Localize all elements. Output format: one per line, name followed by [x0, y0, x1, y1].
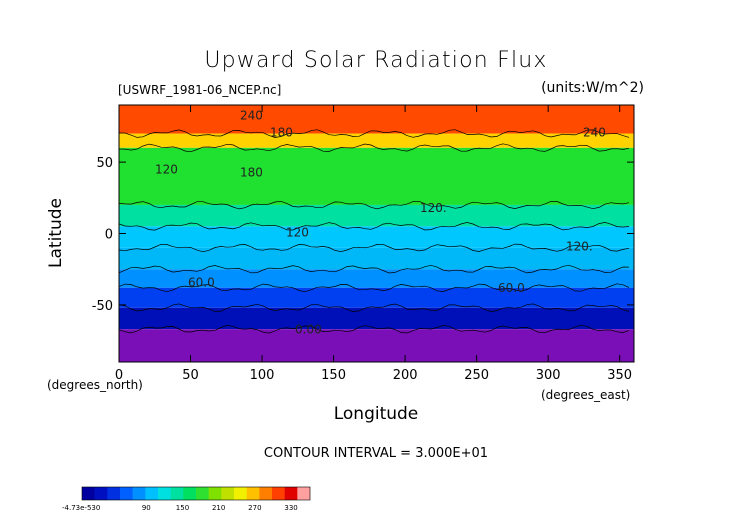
- colorbar-min-label: -4.73e-530: [62, 504, 100, 512]
- colorbar-swatch: [145, 487, 159, 500]
- x-tick-label: 50: [182, 368, 199, 383]
- colorbar-swatch: [158, 487, 171, 500]
- lat-band-4: [119, 226, 634, 248]
- colorbar-swatch: [284, 487, 298, 500]
- contour-label: 180: [240, 165, 263, 179]
- y-tick-label: 0: [105, 228, 113, 243]
- contour-label: 120: [286, 225, 309, 239]
- lat-band-3: [119, 204, 634, 227]
- contour-label: 120.: [566, 240, 593, 254]
- x-tick-label: 300: [536, 368, 561, 383]
- lat-band-7: [119, 287, 634, 308]
- lat-band-0: [119, 105, 634, 134]
- contour-line-9: [118, 324, 630, 334]
- contour-line-3: [118, 200, 630, 210]
- contour-interval-label: CONTOUR INTERVAL = 3.000E+01: [263, 446, 489, 461]
- contour-line-8: [118, 303, 630, 312]
- colorbar-swatch: [196, 487, 209, 500]
- contour-label: 0.00: [295, 322, 322, 336]
- colorbar-swatch: [297, 487, 311, 500]
- contour-label: 60.0: [498, 281, 525, 295]
- colorbar-swatch: [208, 487, 222, 500]
- contour-label: 120: [155, 163, 178, 177]
- file-name-label: [USWRF_1981-06_NCEP.nc]: [118, 83, 282, 97]
- colorbar-frame: [81, 486, 311, 501]
- colorbar-swatch: [82, 487, 95, 500]
- colorbar-tick-label: 90: [142, 504, 151, 512]
- contour-label: 180: [270, 125, 293, 139]
- x-tick-label: 100: [250, 368, 275, 383]
- colorbar-swatch: [170, 487, 184, 500]
- x-tick-label: 0: [115, 368, 123, 383]
- colorbar-swatch: [272, 487, 285, 500]
- lat-band-8: [119, 307, 634, 330]
- x-tick-label: 350: [607, 368, 632, 383]
- colorbar-tick-label: 330: [284, 504, 297, 512]
- contour-line-2: [118, 143, 630, 153]
- units-label: (units:W/m^2): [541, 80, 644, 96]
- contour-label: 120.: [420, 201, 447, 215]
- colorbar-swatch: [132, 487, 146, 500]
- colorbar-swatch: [94, 487, 108, 500]
- contour-label: 240: [583, 125, 606, 139]
- y-tick-label: -50: [92, 299, 113, 314]
- lat-band-9: [119, 329, 634, 362]
- lat-band-2: [119, 147, 634, 205]
- lat-band-5: [119, 247, 634, 270]
- colorbar-swatch: [221, 487, 235, 500]
- chart-title: Upward Solar Radiation Flux: [204, 48, 548, 73]
- colorbar-swatch: [234, 487, 247, 500]
- colorbar-swatch: [183, 487, 197, 500]
- x-axis-label: Longitude: [333, 404, 419, 424]
- colorbar-swatch: [107, 487, 121, 500]
- x-tick-label: 150: [321, 368, 346, 383]
- colorbar-swatch: [259, 487, 273, 500]
- y-tick-label: 50: [96, 156, 113, 171]
- contour-line-6: [118, 264, 630, 274]
- colorbar-tick-label: 210: [212, 504, 225, 512]
- x-unit-right-label: (degrees_east): [541, 388, 631, 402]
- contour-line-7: [118, 283, 630, 293]
- colorbar-tick-label: 270: [248, 504, 261, 512]
- x-tick-label: 200: [393, 368, 418, 383]
- contour-label: 60.0: [188, 275, 215, 289]
- contour-label: 240: [240, 108, 263, 122]
- colorbar-tick-label: 150: [176, 504, 189, 512]
- x-unit-left-label: (degrees_north): [47, 378, 143, 392]
- x-tick-label: 250: [464, 368, 489, 383]
- colorbar-swatch: [246, 487, 260, 500]
- contour-line-4: [118, 222, 630, 231]
- lat-band-6: [119, 269, 634, 288]
- contour-line-1: [118, 129, 630, 138]
- contour-line-5: [118, 243, 630, 253]
- colorbar-swatch: [120, 487, 133, 500]
